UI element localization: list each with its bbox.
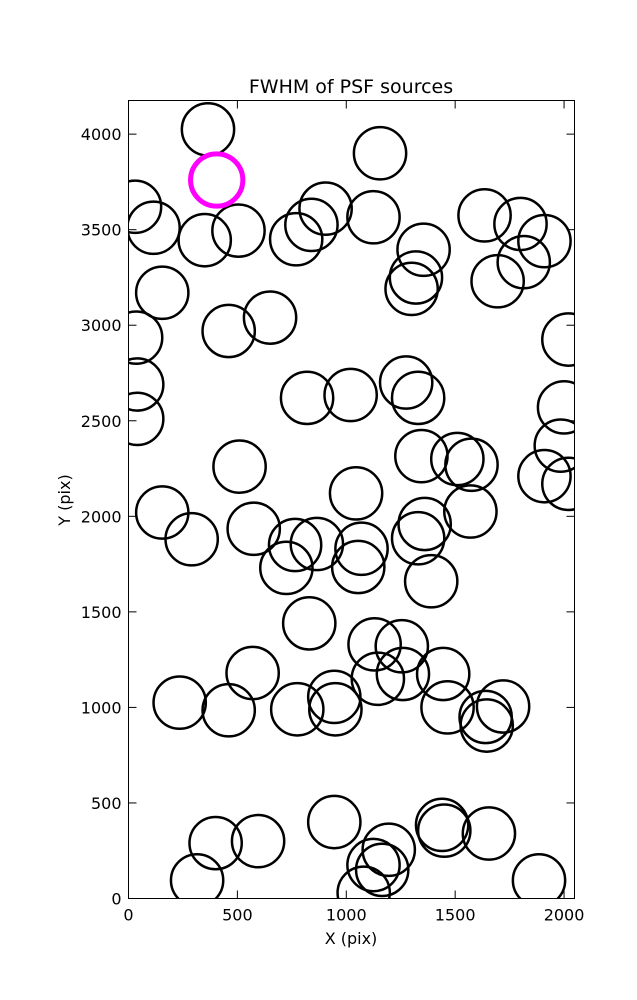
source-circle: [306, 669, 362, 725]
source-circle: [259, 540, 314, 596]
source-circle: [298, 181, 353, 237]
source-circle: [177, 212, 233, 268]
source-circle: [268, 211, 324, 267]
source-circle: [444, 437, 499, 493]
source-circle: [267, 517, 323, 573]
source-circle: [352, 125, 408, 181]
source-circle: [517, 448, 572, 504]
y-tick-label: 500: [91, 794, 122, 813]
source-circle: [429, 431, 485, 487]
source-circle: [420, 680, 475, 735]
source-circle: [475, 679, 531, 734]
source-circle: [536, 380, 575, 435]
source-markers: [128, 101, 575, 899]
source-circle: [414, 797, 470, 853]
tick-labels: 0 500 1000 1500 2000 0 500 1000 1500 2000 2500 3000…: [81, 125, 585, 924]
y-tick-label: 3500: [81, 221, 122, 240]
x-tick-label: 0: [123, 906, 133, 925]
source-circle: [152, 675, 208, 731]
source-circle: [390, 510, 446, 566]
source-circle: [533, 418, 575, 473]
source-circle: [346, 837, 401, 893]
source-circle: [328, 466, 384, 521]
source-circle: [517, 213, 572, 269]
source-circle: [188, 815, 243, 871]
source-circle: [390, 370, 446, 426]
x-tick-label: 1500: [435, 906, 476, 925]
source-circle: [284, 197, 339, 253]
y-tick-label: 4000: [81, 125, 122, 144]
source-circle: [306, 794, 362, 850]
source-circle: [242, 290, 298, 345]
source-circle: [279, 370, 335, 426]
source-circle: [226, 501, 282, 557]
plot-frame: [128, 100, 575, 899]
source-circle: [289, 516, 345, 572]
source-circle: [346, 189, 401, 245]
y-tick-label: 3000: [81, 316, 122, 335]
x-tick-label: 1000: [326, 906, 367, 925]
x-axis-label: X (pix): [325, 929, 378, 948]
x-tick-label: 2000: [544, 906, 585, 925]
source-circle: [128, 310, 164, 366]
source-circle: [201, 303, 257, 359]
source-circle: [416, 803, 472, 859]
source-circle: [128, 179, 163, 235]
y-axis-label: Y (pix): [55, 474, 74, 526]
source-circle: [211, 203, 266, 259]
source-circle: [396, 222, 451, 278]
source-circle: [459, 698, 515, 753]
y-tick-label: 0: [111, 890, 121, 909]
source-circle: [347, 616, 402, 672]
source-circle: [323, 367, 379, 423]
source-circle: [201, 682, 257, 738]
source-circle: [541, 312, 575, 367]
source-circle: [230, 813, 286, 869]
y-tick-label: 2000: [81, 507, 122, 526]
source-circle: [511, 852, 567, 899]
source-circle: [378, 355, 434, 410]
source-circle: [354, 842, 410, 898]
source-circle: [269, 681, 325, 737]
source-circle: [403, 553, 459, 609]
source-circle: [128, 357, 165, 412]
source-circle: [134, 265, 190, 321]
source-circle: [330, 539, 386, 595]
source-circle: [443, 484, 498, 539]
source-circle: [384, 261, 439, 317]
source-circle: [388, 250, 444, 305]
highlighted-source-circle: [188, 151, 246, 209]
source-circle: [415, 646, 471, 702]
source-circle: [457, 187, 512, 243]
source-circle: [541, 456, 575, 512]
source-circle: [336, 865, 392, 899]
chart-title: FWHM of PSF sources: [249, 76, 453, 98]
source-circle: [164, 511, 220, 567]
y-tick-label: 1000: [81, 698, 122, 717]
source-circle: [397, 496, 453, 552]
source-circle: [281, 595, 337, 651]
source-circle: [375, 646, 431, 702]
source-circle: [128, 200, 181, 256]
source-circle: [461, 806, 517, 861]
source-circle: [361, 822, 417, 878]
source-circle: [334, 521, 389, 577]
source-circle: [374, 618, 430, 674]
source-circle: [212, 439, 267, 495]
y-tick-label: 2500: [81, 412, 122, 431]
source-circle: [128, 391, 165, 447]
source-circle: [308, 681, 363, 737]
source-circle: [169, 852, 225, 899]
y-tick-label: 1500: [81, 603, 122, 622]
source-circle: [496, 234, 552, 290]
x-tick-label: 500: [222, 906, 253, 925]
